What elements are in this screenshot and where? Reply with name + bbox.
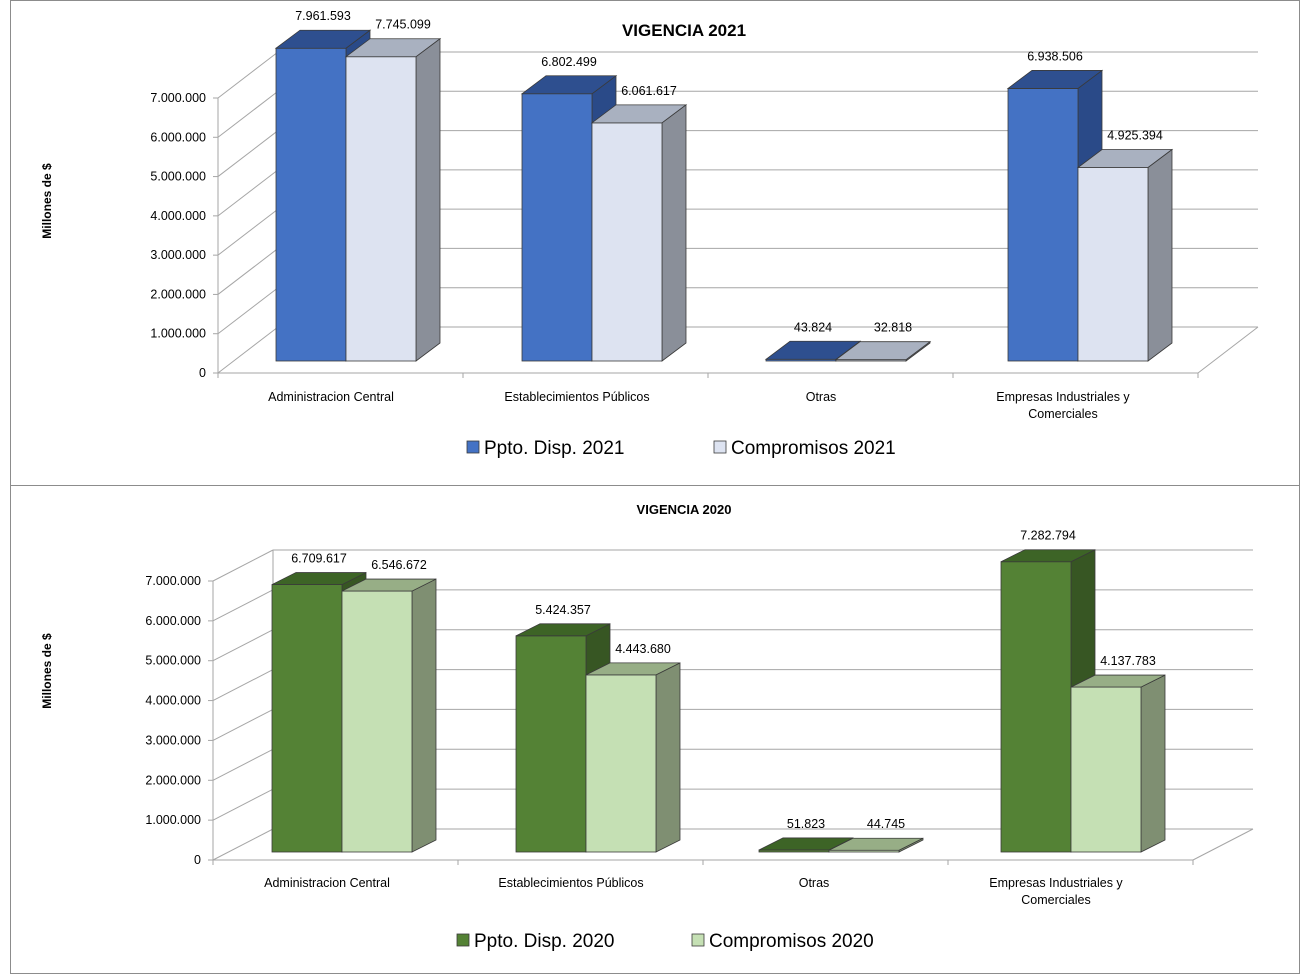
bar — [341, 578, 437, 853]
y-tick-label: 0 — [199, 366, 206, 380]
bar — [1076, 148, 1174, 362]
gridline-side — [212, 788, 274, 821]
bar — [585, 662, 681, 853]
gridline-side — [217, 208, 279, 256]
chart-panel-2021: 0 1.000.000 2.000.000 3.000.000 4.000.000 5.0… — [10, 0, 1300, 486]
category-label: Administracion Central — [268, 390, 394, 404]
bar — [344, 37, 442, 362]
legend-swatch — [713, 440, 727, 454]
category-label: Otras — [806, 390, 837, 404]
data-label: 7.282.794 — [1020, 529, 1076, 543]
legend-swatch — [691, 933, 705, 947]
y-tick-label: 2.000.000 — [150, 287, 206, 301]
chart-title: VIGENCIA 2020 — [637, 502, 732, 517]
data-label: 43.824 — [794, 320, 832, 334]
bar — [1006, 69, 1104, 362]
category-label: Empresas Industriales y — [989, 876, 1123, 890]
legend-swatch — [456, 933, 470, 947]
y-tick-label: 7.000.000 — [150, 91, 206, 105]
y-tick-label: 5.000.000 — [150, 170, 206, 184]
gridline-side — [217, 287, 279, 335]
floor-edge — [1197, 326, 1259, 374]
gridline-side — [212, 549, 274, 582]
gridline-side — [212, 629, 274, 662]
y-tick-label: 7.000.000 — [145, 574, 201, 588]
data-label: 4.137.783 — [1100, 654, 1156, 668]
gridline-side — [212, 708, 274, 741]
bar — [1070, 674, 1166, 853]
data-label: 7.961.593 — [295, 9, 351, 23]
bar — [1000, 549, 1096, 853]
y-tick-label: 3.000.000 — [145, 733, 201, 747]
data-label: 6.802.499 — [541, 55, 597, 69]
y-axis-label: Millones de $ — [40, 163, 54, 239]
legend-label: Compromisos 2020 — [709, 931, 874, 952]
data-label: 51.823 — [787, 817, 825, 831]
floor-edge — [1192, 828, 1254, 861]
gridline-side — [212, 589, 274, 622]
data-label: 7.745.099 — [375, 18, 431, 32]
data-label: 4.443.680 — [615, 642, 671, 656]
bar — [590, 104, 688, 362]
data-label: 4.925.394 — [1107, 129, 1163, 143]
legend-label: Ppto. Disp. 2021 — [484, 438, 624, 459]
bar-chart-2021: 0 1.000.000 2.000.000 3.000.000 4.000.000 5.0… — [40, 9, 1259, 459]
gridline-side — [217, 90, 279, 138]
y-tick-label: 3.000.000 — [150, 248, 206, 262]
gridline-side — [217, 130, 279, 177]
data-label: 44.745 — [867, 817, 905, 831]
data-label: 6.938.506 — [1027, 49, 1083, 63]
gridline-side — [212, 748, 274, 781]
category-label: Administracion Central — [264, 876, 390, 890]
bar-chart-2020: 0 1.000.000 2.000.000 3.000.000 4.000.000 5.0… — [40, 502, 1254, 952]
data-label: 6.061.617 — [621, 84, 677, 98]
y-tick-label: 4.000.000 — [145, 694, 201, 708]
category-label: Comerciales — [1028, 407, 1097, 421]
y-tick-label: 1.000.000 — [145, 813, 201, 827]
legend-label: Ppto. Disp. 2020 — [474, 931, 614, 952]
gridline-side — [217, 326, 279, 374]
y-tick-label: 2.000.000 — [145, 773, 201, 787]
gridline-side — [212, 828, 274, 861]
y-tick-label: 5.000.000 — [145, 654, 201, 668]
bar — [828, 837, 924, 853]
gridline-side — [217, 248, 279, 295]
gridline-side — [217, 169, 279, 217]
y-tick-label: 1.000.000 — [150, 327, 206, 341]
chart-title: VIGENCIA 2021 — [622, 21, 746, 40]
category-label: Empresas Industriales y — [996, 390, 1130, 404]
data-label: 32.818 — [874, 321, 912, 335]
bar — [834, 340, 932, 362]
category-label: Establecimientos Públicos — [498, 876, 643, 890]
data-label: 6.709.617 — [291, 552, 347, 566]
category-label: Otras — [799, 876, 830, 890]
legend-swatch — [466, 440, 480, 454]
y-tick-label: 0 — [194, 853, 201, 867]
data-label: 5.424.357 — [535, 603, 591, 617]
category-label: Comerciales — [1021, 893, 1090, 907]
legend-label: Compromisos 2021 — [731, 438, 896, 459]
y-axis-label: Millones de $ — [40, 633, 54, 709]
data-label: 6.546.672 — [371, 558, 427, 572]
chart-panel-2020: 0 1.000.000 2.000.000 3.000.000 4.000.000 5.0… — [10, 485, 1300, 974]
y-tick-label: 6.000.000 — [145, 614, 201, 628]
category-label: Establecimientos Públicos — [504, 390, 649, 404]
y-tick-label: 6.000.000 — [150, 130, 206, 144]
gridline-side — [212, 669, 274, 702]
y-tick-label: 4.000.000 — [150, 209, 206, 223]
gridline-side — [217, 51, 279, 99]
